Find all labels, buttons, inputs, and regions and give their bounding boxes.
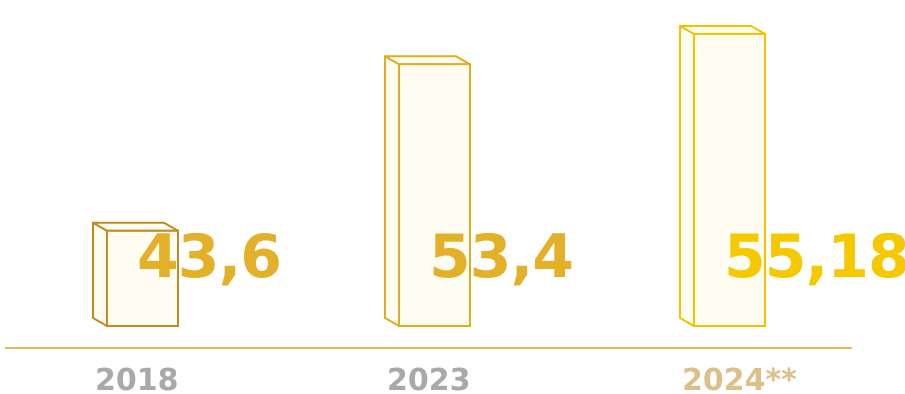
bar-front-face xyxy=(398,63,471,327)
labels-layer: 43,6 2018 53,4 2023 55,18 2024** xyxy=(95,222,905,394)
bar-front-face xyxy=(106,229,179,327)
bar-side-face xyxy=(92,221,108,327)
category-label-2023: 2023 xyxy=(387,363,471,394)
bar-top-face xyxy=(679,24,766,35)
bar-top-face xyxy=(384,55,471,66)
category-label-2018: 2018 xyxy=(95,363,179,394)
bar-side-face xyxy=(384,55,400,327)
bar-2023 xyxy=(384,55,471,327)
value-label-2024**: 55,18 xyxy=(724,222,905,292)
category-label-2024**: 2024** xyxy=(682,363,797,394)
bar-2018 xyxy=(92,221,179,327)
value-label-2018: 43,6 xyxy=(137,222,281,292)
bar-2024** xyxy=(679,24,766,327)
bars-layer xyxy=(92,24,766,327)
bar-front-face xyxy=(693,32,766,327)
bar-side-face xyxy=(679,24,695,327)
value-label-2023: 53,4 xyxy=(429,222,573,292)
